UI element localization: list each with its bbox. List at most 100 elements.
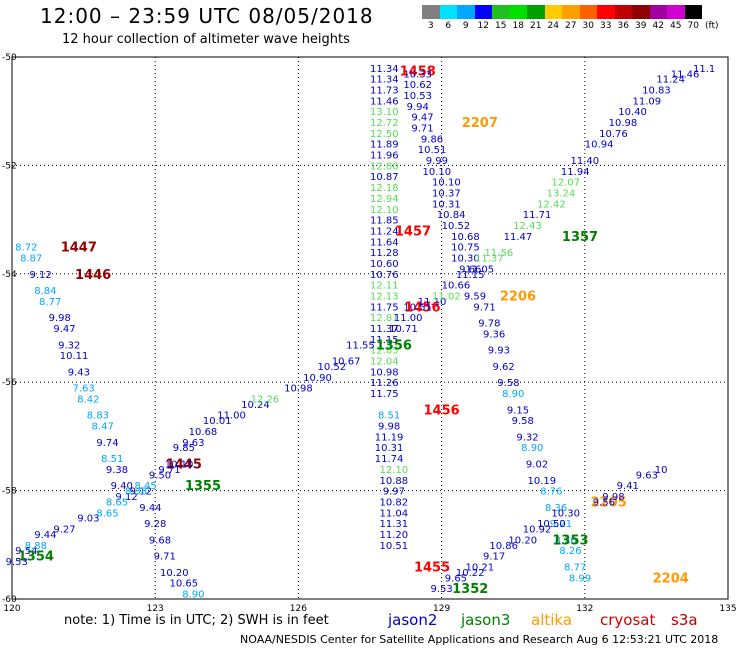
wave-height-value: 10.98 [284, 384, 313, 395]
legend-swatch [562, 5, 580, 19]
wave-height-value: 11.00 [394, 313, 423, 324]
legend-label: 27 [565, 21, 577, 31]
wave-height-value: 10.65 [170, 579, 199, 590]
pass-time-label: 1456 [404, 300, 440, 315]
wave-height-value: 8.87 [20, 254, 42, 265]
legend-altika: altika [531, 611, 573, 629]
wave-height-value: 12.81 [370, 313, 399, 324]
wave-height-value: 9.43 [68, 367, 90, 378]
wave-height-value: 10.52 [442, 221, 471, 232]
wave-height-value: 8.77 [564, 562, 586, 573]
wave-height-value: 10.40 [618, 107, 647, 118]
wave-height-value: 11.02 [432, 291, 461, 302]
legend-label: 18 [512, 21, 524, 31]
legend-swatch [597, 5, 615, 19]
wave-height-value: 11.55 [346, 340, 375, 351]
wave-height-value: 10.75 [451, 243, 480, 254]
note-text: note: 1) Time is in UTC; 2) SWH is in fe… [64, 613, 329, 628]
wave-height-value: 10.84 [437, 210, 466, 221]
legend-swatch [474, 5, 492, 19]
wave-height-value: 10.31 [432, 199, 461, 210]
wave-height-value: 9.71 [154, 552, 176, 563]
wave-height-value: 12.10 [370, 205, 399, 216]
pass-time-label: 2207 [462, 116, 498, 131]
wave-height-value: 12.43 [513, 221, 542, 232]
x-tick-label: 120 [3, 604, 20, 614]
wave-height-value: 9.40 [111, 481, 133, 492]
wave-height-value: 9.68 [149, 535, 171, 546]
wave-height-value: 9.58 [512, 416, 534, 427]
wave-height-value: 12.10 [380, 465, 409, 476]
wave-height-value: 8.20 [555, 535, 577, 546]
wave-height-value: 10.83 [642, 86, 671, 97]
wave-height-value: 8.88 [25, 541, 47, 552]
wave-height-value: 9.32 [516, 432, 538, 443]
wave-height-value: 10.10 [432, 178, 461, 189]
wave-height-value: 11.46 [370, 96, 399, 107]
wave-height-value: 8.72 [15, 243, 37, 254]
footer-credit: NOAA/NESDIS Center for Satellite Applica… [240, 633, 719, 646]
wave-height-value: 9.93 [488, 346, 510, 357]
wave-height-value: 10.88 [380, 476, 409, 487]
wave-height-value: 11.24 [370, 226, 399, 237]
wave-height-value: 10.62 [403, 80, 432, 91]
pass-time-label: 2204 [653, 571, 689, 586]
wave-height-value: 11.75 [370, 302, 399, 313]
y-tick-label: -54 [2, 270, 17, 280]
wave-height-value: 11.31 [380, 519, 409, 530]
x-tick-label: 132 [576, 604, 593, 614]
legend-swatch [422, 5, 440, 19]
wave-height-value: 10.98 [370, 367, 399, 378]
wave-height-value: 9.15 [507, 405, 529, 416]
legend-swatch [614, 5, 632, 19]
wave-height-value: 9.17 [483, 552, 505, 563]
legend-unit: (ft) [705, 21, 719, 31]
wave-height-value: 10.66 [442, 281, 471, 292]
pass-time-label: 1356 [376, 338, 412, 353]
wave-height-value: 8.36 [545, 503, 567, 514]
wave-height-value: 11.20 [380, 530, 409, 541]
wave-height-value: 12.50 [370, 129, 399, 140]
pass-time-label: 1457 [395, 224, 431, 239]
wave-height-value: 9.41 [617, 481, 639, 492]
wave-height-value: 10.71 [389, 324, 418, 335]
wave-height-value: 11.73 [370, 86, 399, 97]
legend-swatch [632, 5, 650, 19]
wave-height-value: 9.47 [53, 324, 75, 335]
wave-height-value: 11.37 [475, 254, 504, 265]
legend-label: 12 [477, 21, 489, 31]
wave-height-value: 8.51 [378, 411, 400, 422]
wave-height-value: 9.65 [445, 573, 467, 584]
legend-label: 24 [547, 21, 559, 31]
wave-height-value: 10.53 [403, 91, 432, 102]
wave-height-value: 9.21 [550, 519, 572, 530]
legend-swatch [492, 5, 510, 19]
legend-label: 9 [462, 21, 469, 31]
wave-height-value: 12.07 [551, 178, 580, 189]
legend-swatch [579, 5, 597, 19]
wave-height-value: 11.28 [370, 248, 399, 259]
legend-swatch [457, 5, 475, 19]
wave-height-value: 9.32 [58, 340, 80, 351]
wave-height-value: 9.78 [478, 319, 500, 330]
legend-swatch [684, 5, 702, 19]
y-tick-label: -52 [2, 161, 17, 171]
wave-height-value: 9.12 [30, 270, 52, 281]
wave-height-value: 13.24 [547, 189, 576, 200]
pass-time-label: 1355 [185, 479, 221, 494]
wave-height-value: 9.03 [77, 514, 99, 525]
wave-height-value: 11.85 [370, 216, 399, 227]
wave-height-value: 8.77 [39, 297, 61, 308]
legend-cryosat: cryosat [600, 611, 656, 629]
wave-height-value: 11.19 [375, 432, 404, 443]
wave-height-value: 10.60 [370, 259, 399, 270]
legend-swatch [439, 5, 457, 19]
wave-height-value: 9.56 [593, 497, 615, 508]
wave-height-value: 9.38 [106, 465, 128, 476]
wave-height-value: 8.99 [569, 573, 591, 584]
wave-height-value: 9.44 [139, 503, 161, 514]
wave-height-value: 10.30 [451, 254, 480, 265]
wave-height-value: 10.10 [423, 167, 452, 178]
wave-height-value: 10.10 [165, 460, 194, 471]
wave-height-value: 9.59 [464, 291, 486, 302]
